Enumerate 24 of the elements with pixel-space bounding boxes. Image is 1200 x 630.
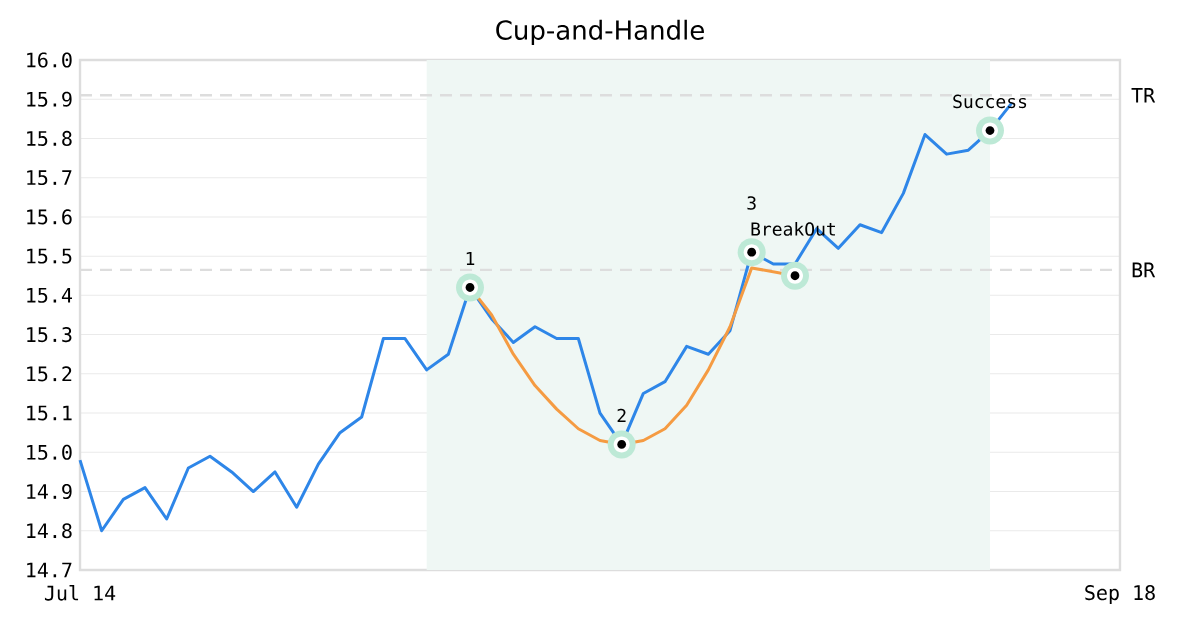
y-tick-label: 16.0 xyxy=(27,52,72,68)
y-tick-label: 15.3 xyxy=(27,327,72,343)
annotation: Success xyxy=(953,94,1027,109)
y-tick-label: 15.4 xyxy=(27,287,72,303)
y-tick-label: 15.8 xyxy=(27,130,72,147)
annotation: BreakOut xyxy=(751,221,835,236)
y-tick-label: 15.7 xyxy=(27,170,72,186)
x-tick-label: Jul 14 xyxy=(44,585,116,601)
y-tick-label: 14.8 xyxy=(27,523,72,539)
annotation: 3 xyxy=(747,196,756,210)
y-tick-label: 14.7 xyxy=(27,562,72,578)
annotation: 1 xyxy=(466,252,475,266)
ref-line-label: BR xyxy=(1132,262,1156,278)
y-tick-label: 15.5 xyxy=(27,248,72,264)
y-tick-label: 15.6 xyxy=(27,209,72,225)
y-tick-label: 14.9 xyxy=(27,483,72,500)
y-tick-label: 15.0 xyxy=(27,444,72,460)
chart-title: Cup-and-Handle xyxy=(496,19,704,45)
annotation: 2 xyxy=(617,408,626,423)
x-tick-label: Sep 18 xyxy=(1085,585,1155,605)
y-tick-label: 15.1 xyxy=(27,405,72,421)
y-tick-label: 15.2 xyxy=(27,366,72,382)
ref-line-label: TR xyxy=(1131,88,1156,103)
y-tick-label: 15.9 xyxy=(27,91,72,107)
